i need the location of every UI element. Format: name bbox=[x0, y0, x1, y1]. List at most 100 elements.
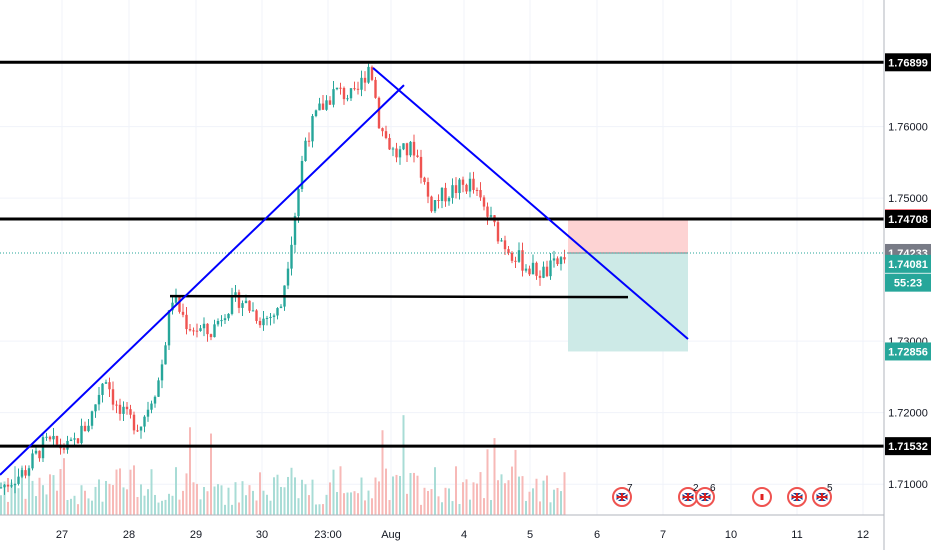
candle-body bbox=[234, 292, 237, 296]
volume-bar bbox=[220, 485, 223, 515]
volume-bar bbox=[322, 504, 324, 515]
volume-bar bbox=[154, 494, 156, 515]
volume-bar bbox=[476, 483, 478, 515]
candle-body bbox=[538, 275, 542, 278]
candle-body bbox=[3, 484, 6, 488]
candle-body bbox=[248, 300, 251, 311]
volume-bar bbox=[283, 487, 286, 515]
volume-bar bbox=[143, 495, 146, 515]
volume-bar bbox=[77, 504, 79, 515]
candle-body bbox=[363, 77, 367, 83]
x-tick-label: Aug bbox=[381, 529, 401, 541]
price-label-bg bbox=[885, 209, 931, 228]
horizontal-levels[interactable] bbox=[0, 60, 884, 448]
candle-body bbox=[136, 430, 139, 432]
candle-body bbox=[346, 98, 349, 100]
candle-body bbox=[468, 178, 472, 192]
candle-body bbox=[223, 318, 227, 321]
candle-body bbox=[55, 435, 59, 445]
candle-body bbox=[220, 320, 223, 322]
event-flag-uk-icon[interactable]: 5 bbox=[812, 483, 833, 507]
volume-bar bbox=[196, 483, 198, 515]
volume-bar bbox=[381, 430, 384, 515]
volume-bar bbox=[178, 499, 181, 515]
candle-body bbox=[87, 425, 90, 432]
volume-bar bbox=[94, 486, 97, 515]
candle-body bbox=[311, 116, 314, 142]
event-flag-uk-icon[interactable]: 7 bbox=[612, 483, 633, 507]
candle-body bbox=[426, 182, 430, 197]
volume-bar bbox=[290, 467, 293, 515]
volume-bar bbox=[217, 484, 219, 515]
volume-bar bbox=[525, 500, 527, 515]
volume-bar bbox=[395, 474, 398, 515]
candle-body bbox=[164, 345, 167, 365]
volume-bar bbox=[56, 490, 58, 515]
volume-bar bbox=[0, 495, 2, 515]
candle-body bbox=[195, 330, 199, 332]
volume-bar bbox=[241, 481, 244, 515]
support-segment-line bbox=[169, 294, 629, 299]
price-label: 1.72856 bbox=[888, 346, 928, 358]
volume-bar bbox=[210, 433, 212, 515]
volume-bar bbox=[472, 482, 475, 515]
candle-body bbox=[318, 103, 321, 111]
candle-body bbox=[209, 334, 213, 338]
candle-body bbox=[482, 197, 486, 207]
event-flag-uk-icon[interactable]: 6 bbox=[695, 483, 716, 507]
volume-bar bbox=[238, 502, 240, 515]
volume-bar bbox=[213, 486, 216, 515]
candle-body bbox=[472, 178, 475, 190]
volume-bar bbox=[105, 480, 107, 515]
volume-bar bbox=[140, 484, 142, 515]
volume-bar bbox=[371, 498, 373, 515]
candle-body bbox=[230, 295, 234, 314]
candle-body bbox=[325, 100, 328, 110]
volume-bar bbox=[199, 499, 202, 515]
candle-body bbox=[69, 439, 73, 441]
volume-bar bbox=[252, 490, 254, 515]
volume-bar bbox=[294, 477, 296, 515]
volume-bar bbox=[374, 477, 377, 515]
event-flag-uk-icon[interactable] bbox=[787, 487, 807, 507]
x-tick-label: 10 bbox=[725, 529, 737, 541]
volume-bar bbox=[500, 474, 503, 515]
candle-body bbox=[115, 404, 118, 406]
volume-bar bbox=[479, 472, 482, 515]
candle-body bbox=[409, 141, 412, 156]
event-flag-ca-icon[interactable] bbox=[752, 487, 772, 507]
volume-bar bbox=[346, 492, 349, 515]
candle-body bbox=[258, 320, 262, 326]
candle-body bbox=[41, 437, 45, 459]
x-tick-label: 29 bbox=[190, 529, 202, 541]
candle-body bbox=[549, 260, 552, 277]
volume-bar bbox=[560, 491, 562, 515]
candle-body bbox=[76, 438, 80, 444]
volume-bar bbox=[360, 477, 363, 515]
volume-bar bbox=[87, 498, 90, 515]
volume-bar bbox=[66, 499, 69, 515]
volume-bar bbox=[112, 485, 114, 515]
candle-body bbox=[24, 470, 27, 476]
volume-bar bbox=[119, 468, 121, 515]
candle-body bbox=[405, 143, 409, 156]
candle-body bbox=[486, 206, 489, 217]
candle-body bbox=[272, 315, 276, 317]
volume-bar bbox=[35, 496, 37, 515]
volume-bar bbox=[311, 479, 314, 515]
volume-bar bbox=[234, 482, 237, 515]
volume-bar bbox=[31, 480, 34, 515]
candle-body bbox=[139, 426, 143, 431]
volume-bar bbox=[192, 482, 195, 515]
candle-body bbox=[80, 425, 83, 444]
volume-bar bbox=[269, 500, 272, 515]
volume-bar bbox=[413, 472, 415, 515]
trend-lines[interactable] bbox=[0, 67, 689, 476]
candle-body bbox=[227, 313, 230, 319]
position-zones[interactable] bbox=[568, 218, 688, 352]
volume-bar bbox=[539, 501, 541, 515]
volume-bar bbox=[115, 469, 118, 515]
